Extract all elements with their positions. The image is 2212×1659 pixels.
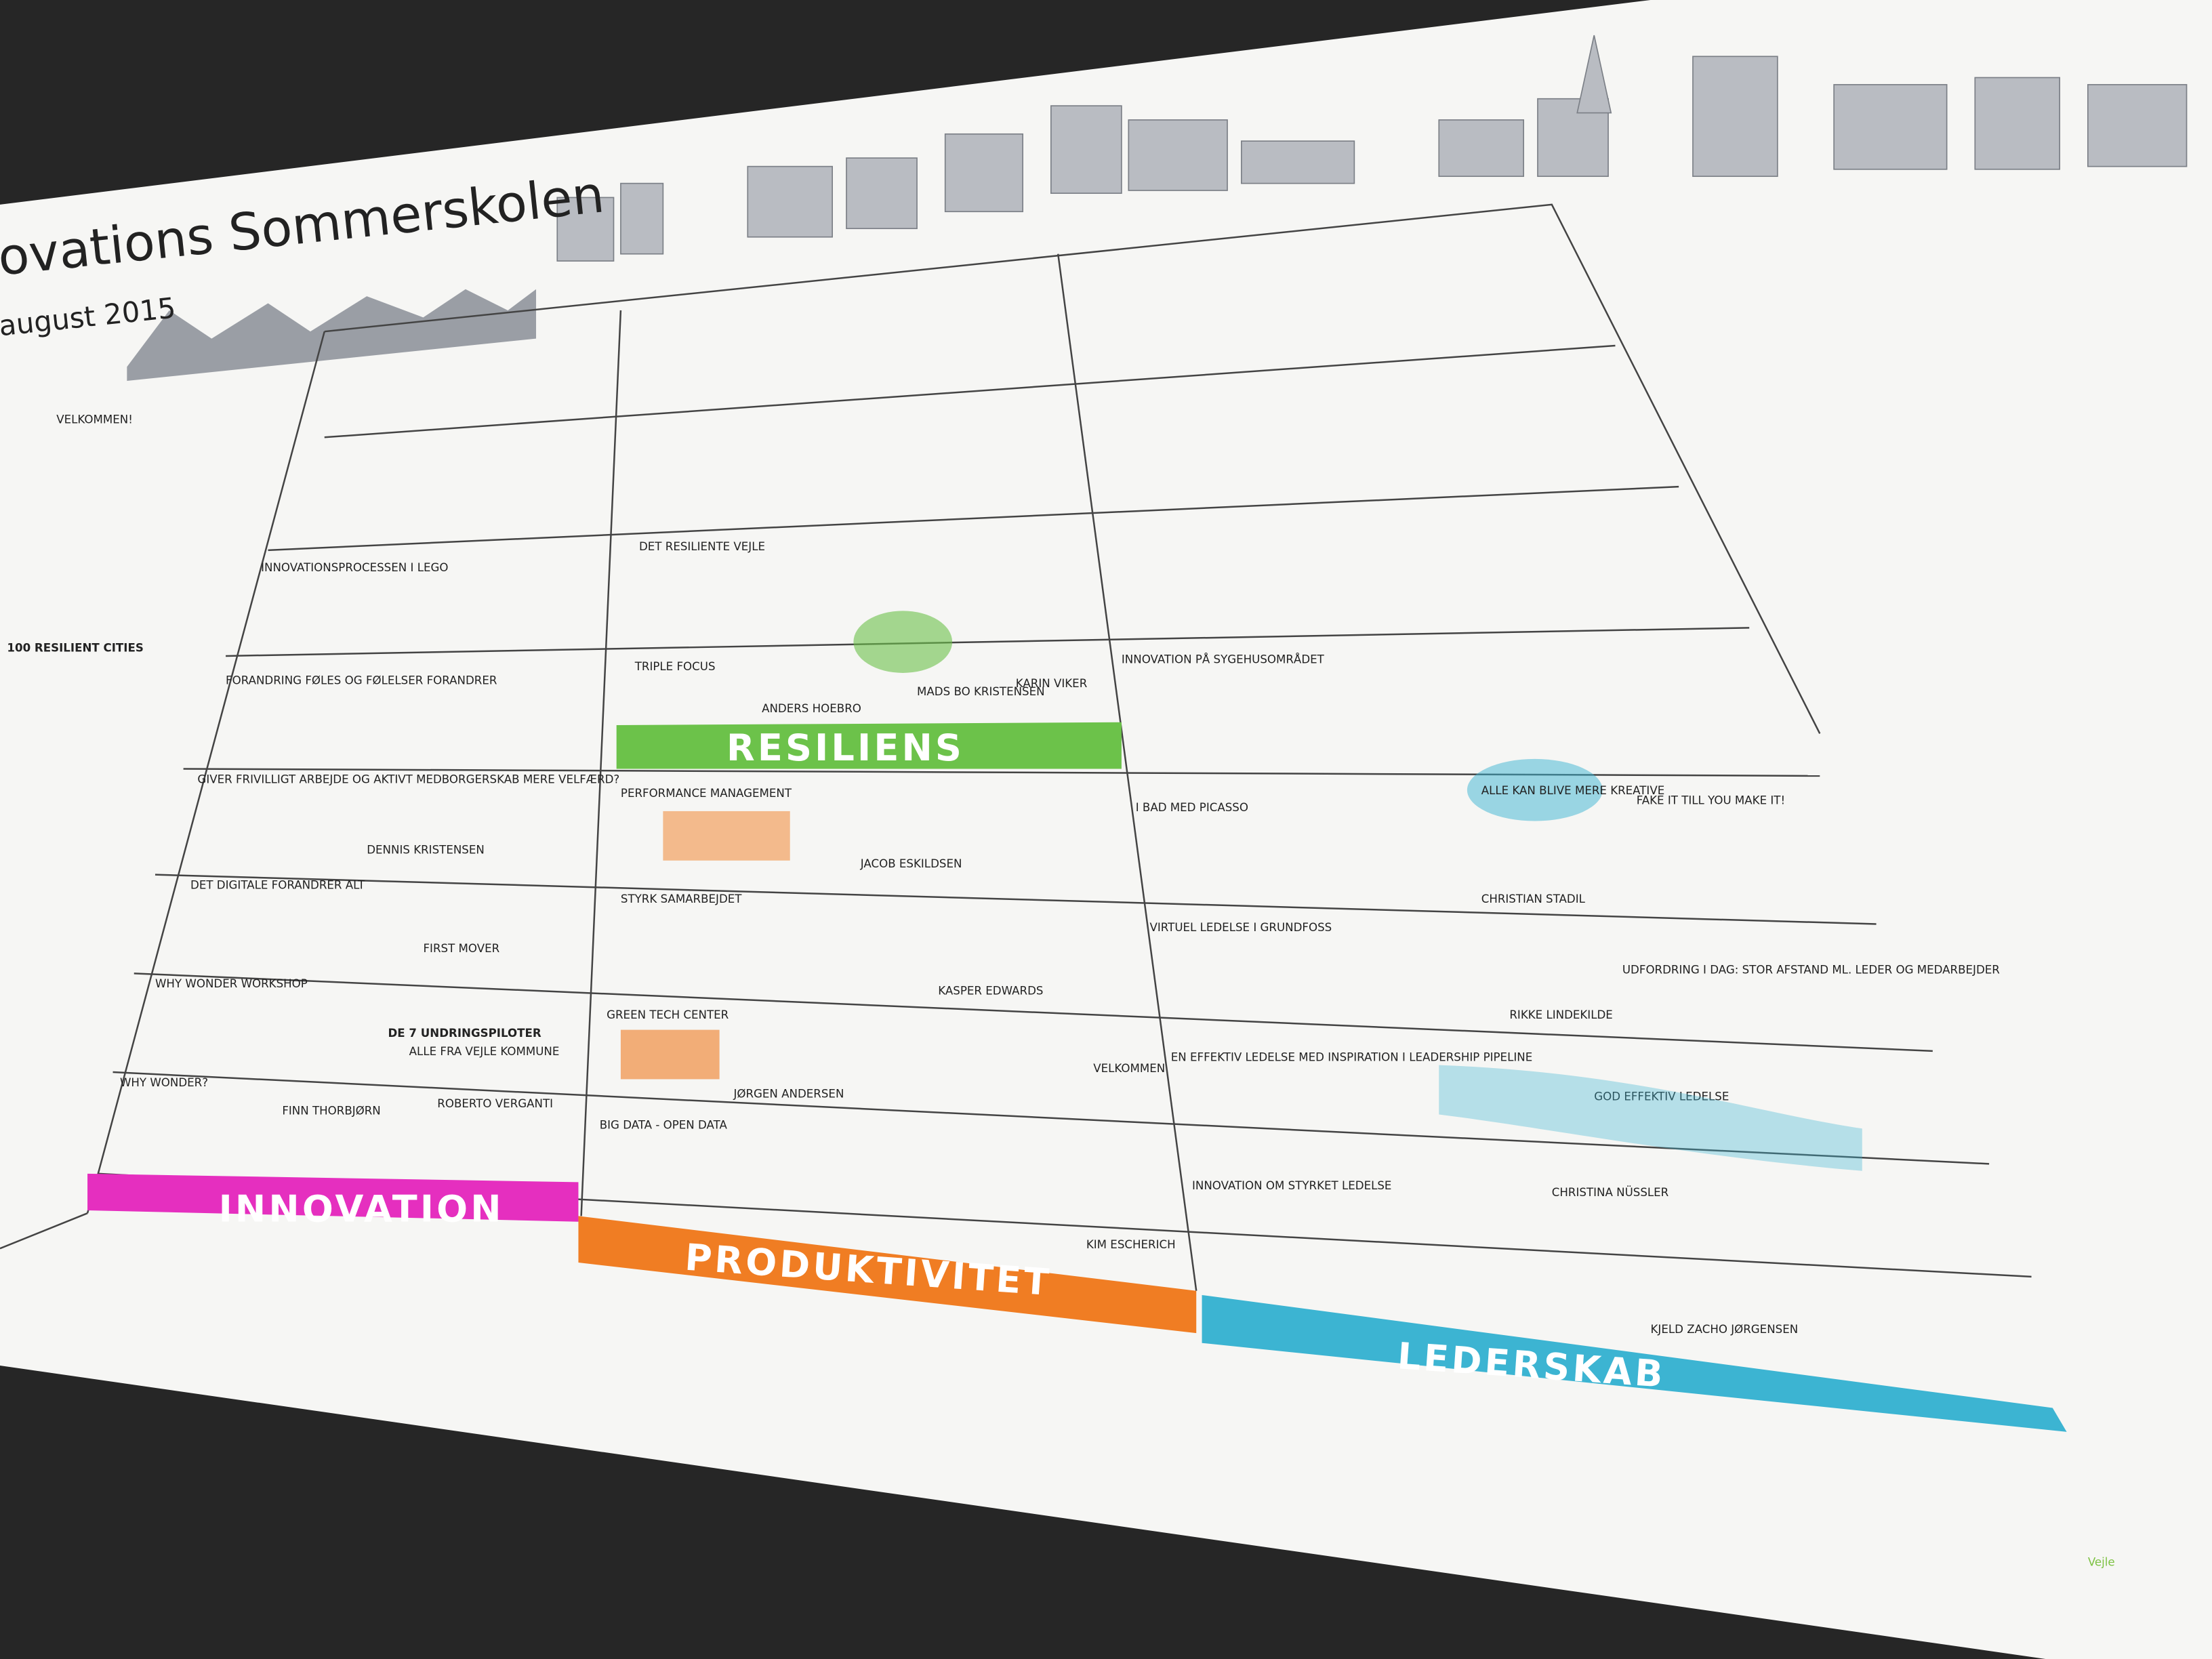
band-label: RESILIENS: [726, 726, 964, 769]
intro-text: FORANDRING FØLES OG FØLELSER FORANDRER: [226, 674, 497, 687]
cell-text: EN EFFEKTIV LEDELSE MED INSPIRATION I LE…: [1171, 1050, 1532, 1063]
cell-text: WHY WONDER?: [120, 1076, 208, 1089]
intro-text: 100 RESILIENT CITIES: [7, 642, 143, 655]
cell-text: VELKOMMEN: [1093, 1062, 1165, 1075]
cell-text: DE 7 UNDRINGSPILOTER: [388, 1027, 541, 1040]
sketch: [853, 611, 953, 673]
cell-text: KASPER EDWARDS: [938, 985, 1043, 998]
grid: [0, 203, 2032, 1291]
cell-text: VIRTUEL LEDELSE I GRUNDFOSS: [1150, 921, 1332, 934]
cell-text: JACOB ESKILDSEN: [860, 857, 962, 870]
cell-text: FIRST MOVER: [423, 942, 499, 955]
cell-text: KJELD ZACHO JØRGENSEN: [1651, 1323, 1799, 1336]
resiliens-cells: DET RESILIENTE VEJLE TRIPLE FOCUS ANDERS…: [634, 540, 1088, 715]
innovation-cells: GIVER FRIVILLIGT ARBEJDE OG AKTIVT MEDBO…: [120, 773, 619, 1117]
cell-text: ALLE FRA VEJLE KOMMUNE: [409, 1045, 560, 1058]
cell-text: CHRISTINA NÜSSLER: [1552, 1186, 1669, 1199]
cell-text: ROBERTO VERGANTI: [437, 1097, 553, 1110]
innovation-band: [87, 1173, 579, 1222]
lederskab-band: [1202, 1294, 2067, 1432]
cell-text: TRIPLE FOCUS: [634, 660, 716, 673]
cell-text: KARIN VIKER: [1016, 677, 1088, 690]
cell-text: ALLE KAN BLIVE MERE KREATIVE: [1481, 784, 1665, 797]
sketch: [1439, 1065, 1862, 1171]
cell-text: I BAD MED PICASSO: [1136, 801, 1248, 814]
cell-text: ANDERS HOEBRO: [762, 702, 861, 715]
cell-text: BIG DATA - OPEN DATA: [600, 1118, 728, 1131]
intro-text: INNOVATIONSPROCESSEN I LEGO: [261, 561, 448, 574]
cell-text: FINN THORBJØRN: [282, 1104, 380, 1117]
sketch: [620, 1029, 720, 1080]
intro-text: VELKOMMEN!: [56, 413, 133, 426]
cell-text: KIM ESCHERICH: [1086, 1238, 1176, 1251]
cell-text: DET RESILIENTE VEJLE: [639, 540, 765, 553]
cell-text: RIKKE LINDEKILDE: [1509, 1008, 1612, 1021]
cell-text: GOD EFFEKTIV LEDELSE: [1594, 1090, 1729, 1103]
skyline: [556, 35, 2188, 262]
cell-text: CHRISTIAN STADIL: [1481, 893, 1586, 905]
skyline-left: [127, 289, 537, 382]
logo: Vejle: [2088, 1556, 2115, 1569]
cell-text: GREEN TECH CENTER: [607, 1008, 729, 1021]
cell-text: UDFORDRING I DAG: STOR AFSTAND ML. LEDER…: [1622, 963, 2000, 976]
cell-text: WHY WONDER WORKSHOP: [155, 977, 308, 990]
cell-text: GIVER FRIVILLIGT ARBEJDE OG AKTIVT MEDBO…: [197, 773, 619, 785]
cell-text: INNOVATION PÅ SYGEHUSOMRÅDET: [1122, 653, 1325, 665]
resiliens-band: [616, 722, 1122, 769]
sketch: [663, 811, 790, 861]
cell-text: STYRK SAMARBEJDET: [621, 893, 742, 905]
cell-text: DENNIS KRISTENSEN: [367, 843, 485, 856]
cell-text: FAKE IT TILL YOU MAKE IT!: [1637, 794, 1785, 807]
sketch: [1467, 758, 1603, 821]
produktivitet-band: [578, 1216, 1197, 1334]
produktivitet-cells: PERFORMANCE MANAGEMENT JACOB ESKILDSEN S…: [600, 787, 1176, 1251]
cell-text: JØRGEN ANDERSEN: [733, 1088, 844, 1101]
cell-text: MADS BO KRISTENSEN: [917, 685, 1045, 698]
cell-text: DET DIGITALE FORANDRER ALT: [190, 878, 365, 891]
cell-text: PERFORMANCE MANAGEMENT: [621, 787, 792, 800]
cell-text: INNOVATION OM STYRKET LEDELSE: [1192, 1179, 1391, 1192]
lederskab-cells: INNOVATION PÅ SYGEHUSOMRÅDET I BAD MED P…: [1122, 653, 2000, 1336]
band-label: INNOVATION: [219, 1188, 504, 1231]
